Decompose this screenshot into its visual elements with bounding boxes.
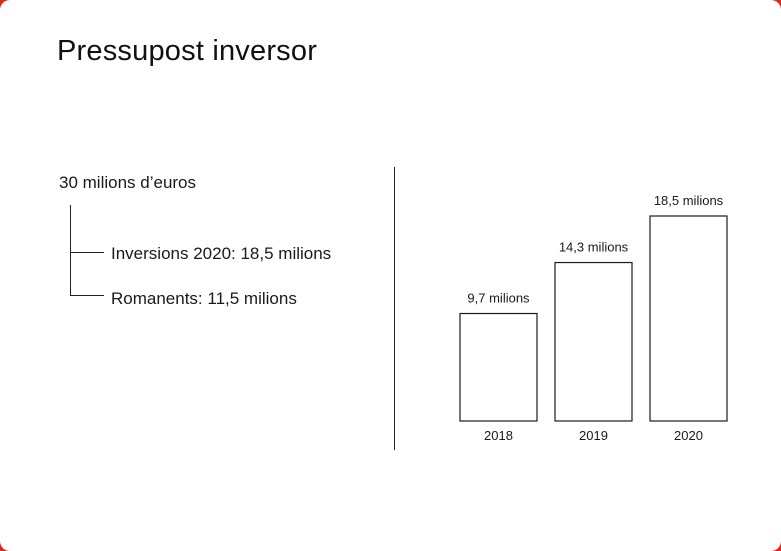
bar-2019 [554,261,633,422]
budget-tree-branch-remainders [70,295,104,296]
budget-total-label: 30 milions d’euros [59,173,197,192]
data-label-2019: 14,3 milions [559,240,629,255]
page-title: Pressupost inversor [57,35,318,67]
budget-item-investments: Inversions 2020: 18,5 milions [111,244,332,263]
x-tick-label-2019: 2019 [579,428,608,443]
data-label-2018: 9,7 milions [467,291,530,306]
section-divider [394,167,395,450]
bar-2018 [459,312,538,422]
budget-tree-branch-investments [70,252,104,253]
data-label-2020: 18,5 milions [654,193,724,208]
budget-tree-stem [70,205,71,295]
budget-item-remainders: Romanents: 11,5 milions [111,289,297,308]
bar-2020 [649,215,728,422]
x-tick-label-2020: 2020 [674,428,703,443]
x-tick-label-2018: 2018 [484,428,513,443]
